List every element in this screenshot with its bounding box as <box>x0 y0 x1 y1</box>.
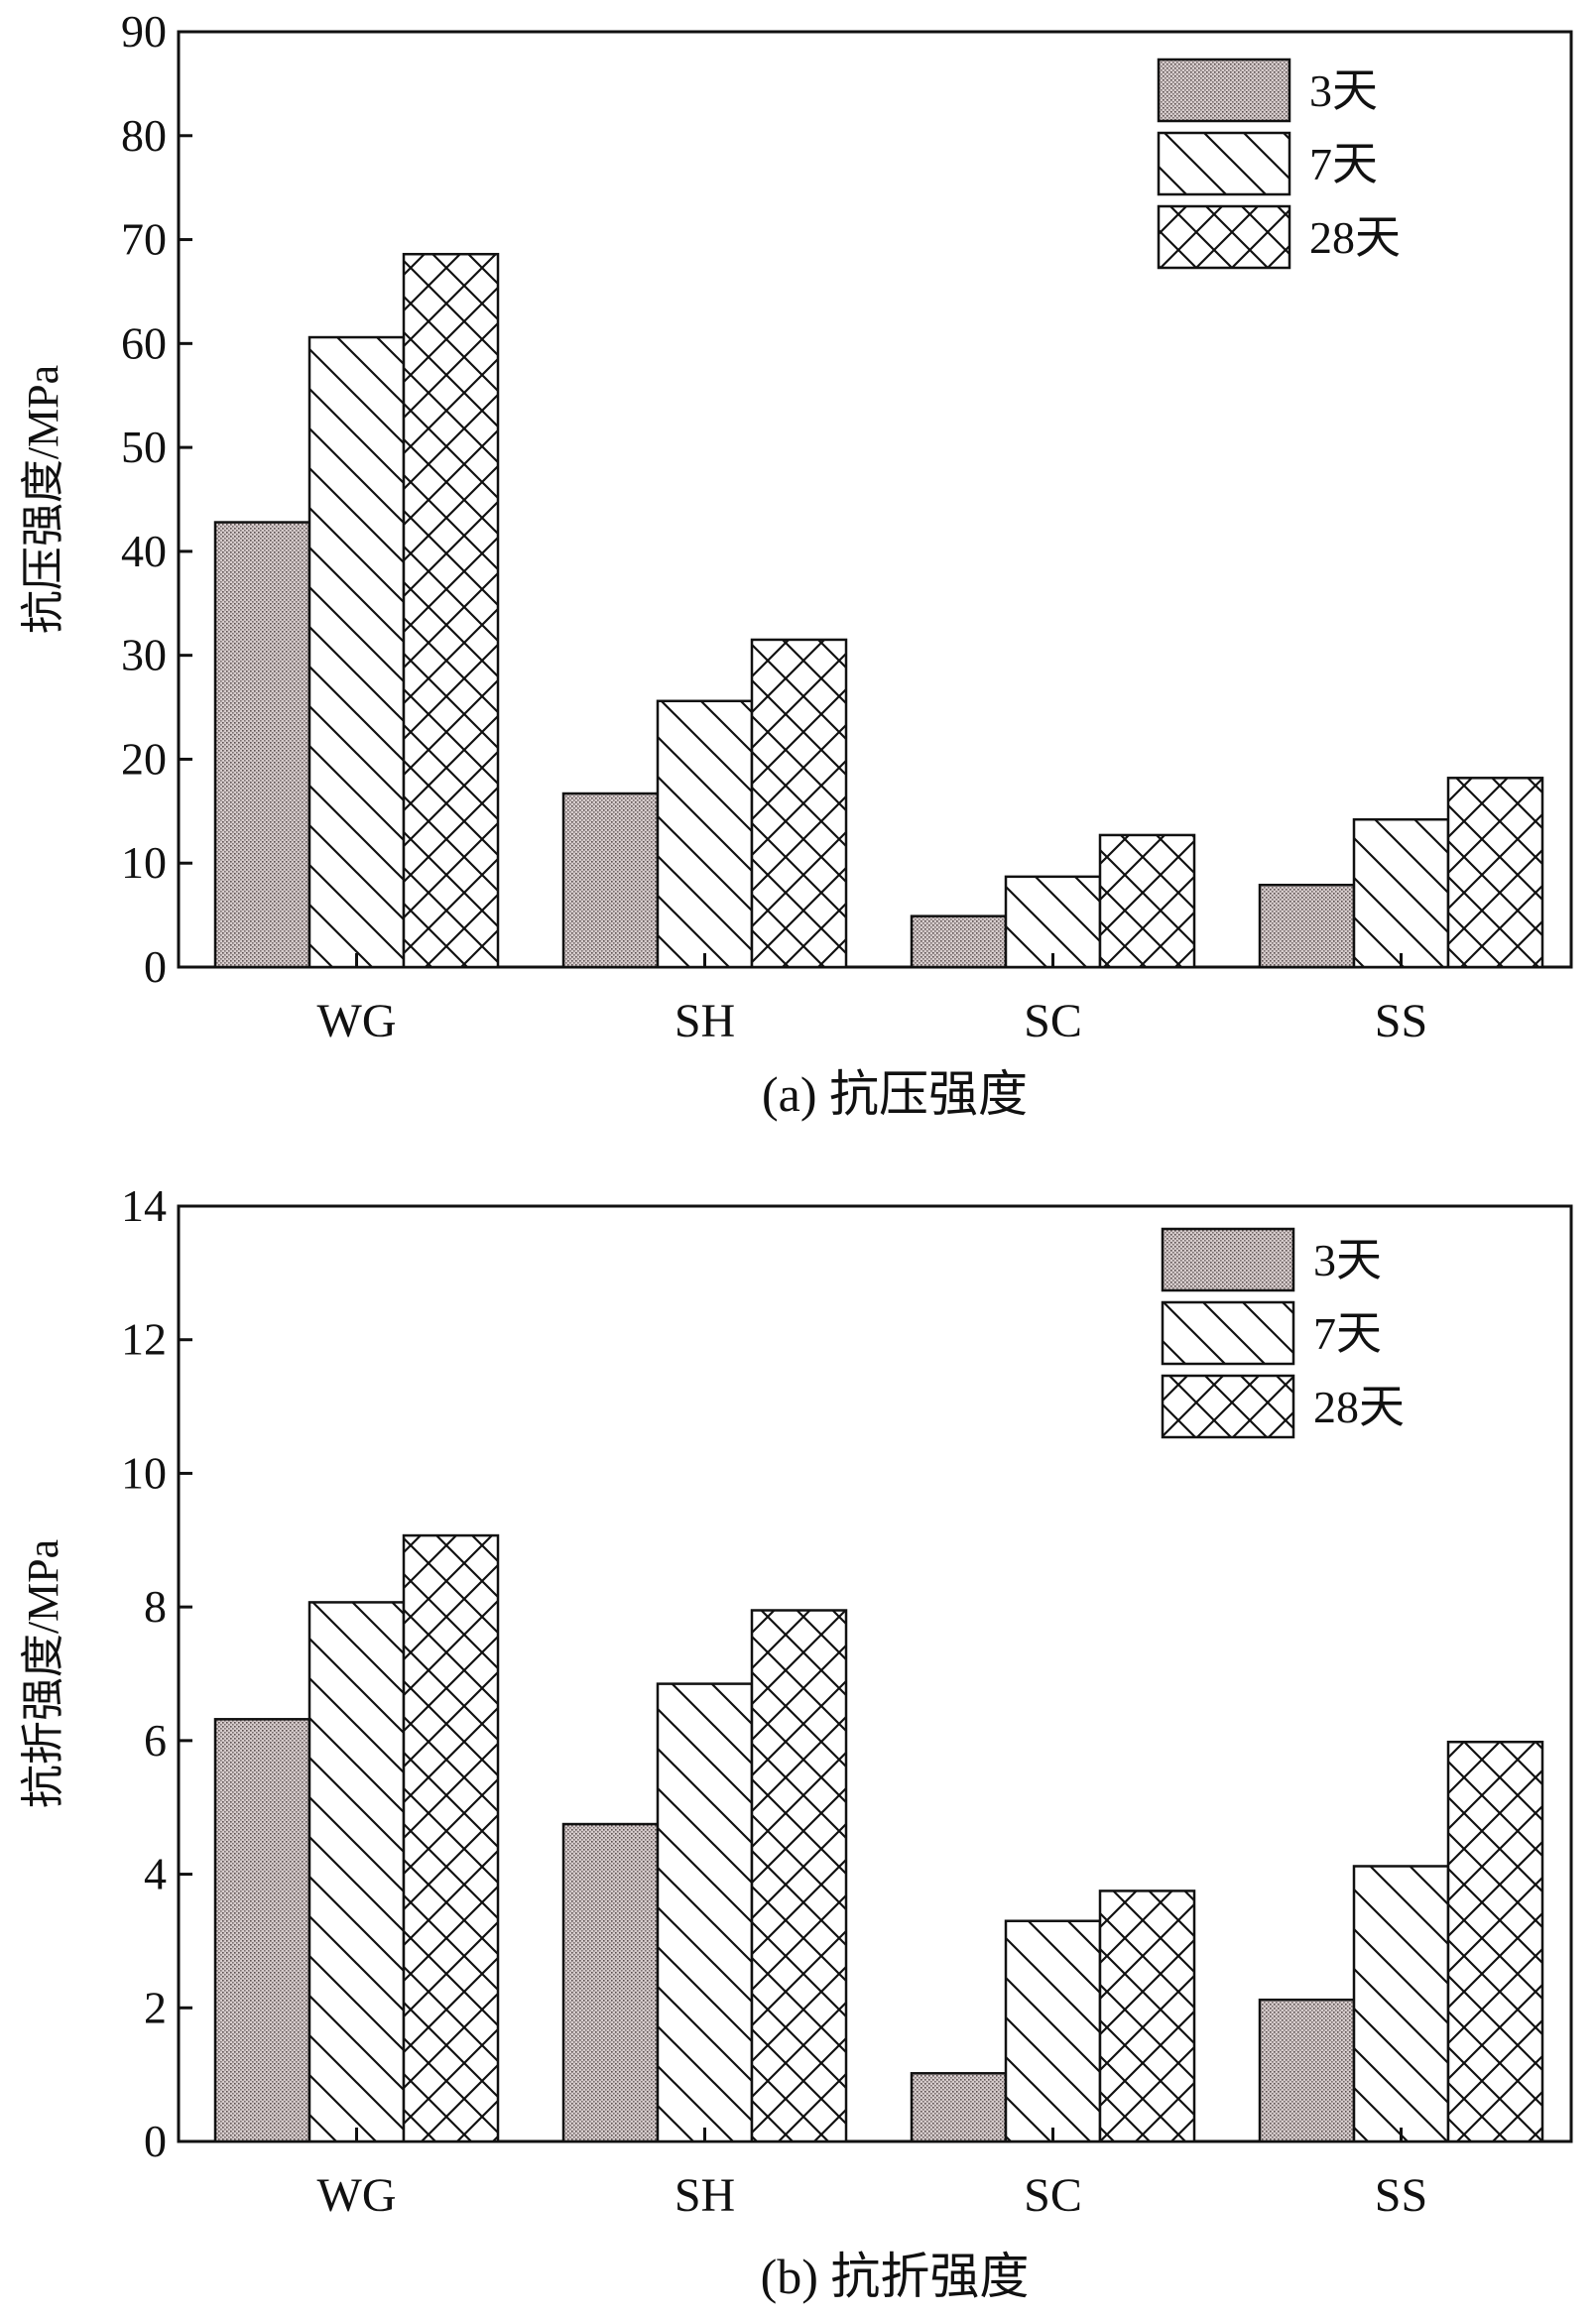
y-tick-label: 30 <box>121 630 167 680</box>
legend-swatch <box>1161 1227 1295 1292</box>
legend-swatch <box>1161 1300 1295 1366</box>
y-axis-title: 抗折强度/MPa <box>19 1539 67 1808</box>
bar-sh-0 <box>561 792 660 969</box>
legend-label: 28天 <box>1309 212 1401 263</box>
flexural-strength-chart: 0 2 4 6 8 10 12 14 WG SH SC SS 抗折强度/MPa (b) 抗折强度 3天 7天 2… <box>19 1180 1573 2304</box>
bar-ss-0 <box>1258 883 1356 969</box>
bar-sh-1 <box>656 699 754 969</box>
y-tick-label: 80 <box>121 110 167 161</box>
bar-ss-0 <box>1258 1998 1356 2143</box>
y-tick-label: 90 <box>121 6 167 57</box>
bar-wg-1 <box>307 1601 406 2143</box>
y-tick-label: 6 <box>144 1715 167 1766</box>
y-tick-label: 4 <box>144 1849 167 1899</box>
x-category-label: SC <box>1024 2169 1082 2222</box>
bar-sh-0 <box>561 1822 660 2143</box>
y-tick-label: 20 <box>121 733 167 784</box>
legend-label: 3天 <box>1309 65 1378 116</box>
legend-label: 7天 <box>1313 1308 1382 1359</box>
legend: 3天 7天 28天 <box>1157 58 1401 270</box>
bar-sh-2 <box>750 638 848 969</box>
bar-wg-2 <box>402 252 500 969</box>
bar-sc-1 <box>1004 1919 1102 2143</box>
x-category-label: SC <box>1024 995 1082 1047</box>
bar-wg-0 <box>213 521 311 969</box>
y-tick-label: 50 <box>121 422 167 472</box>
y-tick-label: 60 <box>121 317 167 368</box>
legend-swatch <box>1157 204 1291 270</box>
plot-frame <box>177 1204 1573 2143</box>
bar-sc-0 <box>910 2072 1008 2143</box>
bar-ss-2 <box>1446 1740 1544 2143</box>
y-tick-label: 70 <box>121 214 167 265</box>
legend-swatch <box>1157 131 1291 196</box>
x-category-label: WG <box>317 2169 397 2222</box>
y-tick-label: 10 <box>121 1447 167 1498</box>
chart-caption: (b) 抗折强度 <box>761 2249 1030 2304</box>
legend: 3天 7天 28天 <box>1161 1227 1405 1439</box>
y-tick-label: 12 <box>121 1314 167 1365</box>
bar-ss-2 <box>1446 777 1544 969</box>
legend-swatch <box>1157 58 1291 123</box>
bar-sh-1 <box>656 1682 754 2143</box>
legend-label: 3天 <box>1313 1235 1382 1285</box>
y-tick-label: 10 <box>121 837 167 888</box>
y-tick-label: 2 <box>144 1982 167 2032</box>
compressive-strength-chart: 0 10 20 30 40 50 60 70 80 90 WG SH SC SS 抗压强度/MPa (a) 抗… <box>19 6 1573 1122</box>
bar-sc-2 <box>1098 833 1196 969</box>
bar-sc-0 <box>910 915 1008 969</box>
y-tick-label: 8 <box>144 1581 167 1632</box>
bar-ss-1 <box>1352 1865 1450 2143</box>
x-category-label: SS <box>1375 2169 1427 2222</box>
x-category-label: SH <box>675 2169 735 2222</box>
x-category-label: SH <box>675 995 735 1047</box>
chart-caption: (a) 抗压强度 <box>762 1066 1028 1122</box>
legend-label: 28天 <box>1313 1382 1405 1432</box>
bar-wg-1 <box>307 335 406 969</box>
bar-wg-2 <box>402 1533 500 2143</box>
x-category-label: SS <box>1375 995 1427 1047</box>
bar-ss-1 <box>1352 817 1450 969</box>
bar-sh-2 <box>750 1609 848 2143</box>
legend-swatch <box>1161 1374 1295 1439</box>
y-tick-label: 0 <box>144 2116 167 2166</box>
legend-label: 7天 <box>1309 139 1378 189</box>
plot-frame <box>177 30 1573 969</box>
bar-sc-2 <box>1098 1890 1196 2143</box>
bar-wg-0 <box>213 1718 311 2143</box>
x-category-label: WG <box>317 995 397 1047</box>
y-tick-label: 40 <box>121 526 167 576</box>
y-axis-title: 抗压强度/MPa <box>19 365 67 634</box>
y-tick-label: 14 <box>121 1180 167 1231</box>
y-tick-label: 0 <box>144 941 167 992</box>
